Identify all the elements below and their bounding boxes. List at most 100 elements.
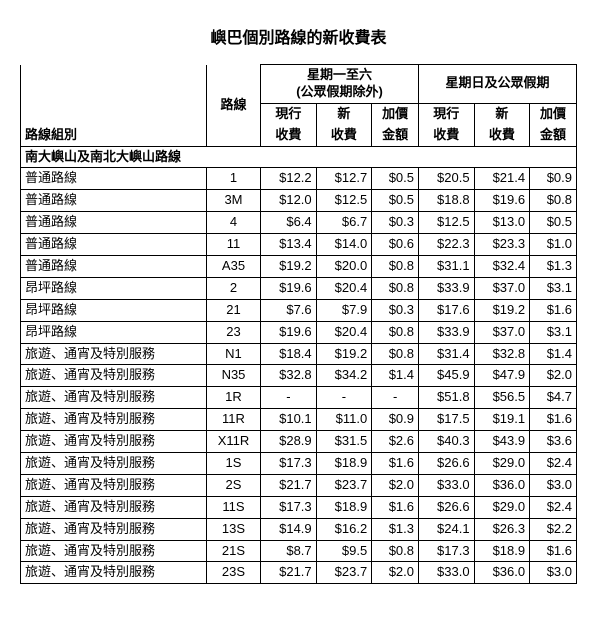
fare-cell: $19.6 xyxy=(261,277,317,299)
table-row: 普通路線4$6.4$6.7$0.3$12.5$13.0$0.5 xyxy=(21,212,577,234)
fare-cell: $3.1 xyxy=(530,277,577,299)
fare-cell: $0.8 xyxy=(372,277,419,299)
fare-cell: $36.0 xyxy=(474,474,530,496)
fare-cell: $1.4 xyxy=(530,343,577,365)
category-cell: 旅遊、通宵及特別服務 xyxy=(21,496,207,518)
category-cell: 旅遊、通宵及特別服務 xyxy=(21,409,207,431)
category-cell: 普通路線 xyxy=(21,212,207,234)
fare-cell: $3.6 xyxy=(530,431,577,453)
fare-cell: $2.4 xyxy=(530,496,577,518)
category-cell: 旅遊、通宵及特別服務 xyxy=(21,562,207,584)
category-cell: 普通路線 xyxy=(21,190,207,212)
fare-cell: $17.5 xyxy=(419,409,475,431)
fare-cell: $31.1 xyxy=(419,256,475,278)
table-row: 旅遊、通宵及特別服務X11R$28.9$31.5$2.6$40.3$43.9$3… xyxy=(21,431,577,453)
col-weekday-current-2: 收費 xyxy=(261,125,317,146)
table-row: 旅遊、通宵及特別服務21S$8.7$9.5$0.8$17.3$18.9$1.6 xyxy=(21,540,577,562)
fare-cell: $19.2 xyxy=(316,343,372,365)
table-row: 普通路線11$13.4$14.0$0.6$22.3$23.3$1.0 xyxy=(21,234,577,256)
col-weekday-diff: 加價 xyxy=(372,103,419,124)
fare-cell: $16.2 xyxy=(316,518,372,540)
category-cell: 旅遊、通宵及特別服務 xyxy=(21,540,207,562)
category-cell: 旅遊、通宵及特別服務 xyxy=(21,387,207,409)
route-cell: 1R xyxy=(206,387,260,409)
table-row: 旅遊、通宵及特別服務13S$14.9$16.2$1.3$24.1$26.3$2.… xyxy=(21,518,577,540)
category-cell: 昂坪路線 xyxy=(21,299,207,321)
weekday-label: 星期一至六 xyxy=(307,67,372,82)
col-route: 路線 xyxy=(206,65,260,147)
route-cell: 1S xyxy=(206,453,260,475)
fare-cell: $19.2 xyxy=(261,256,317,278)
category-cell: 旅遊、通宵及特別服務 xyxy=(21,474,207,496)
category-cell: 旅遊、通宵及特別服務 xyxy=(21,431,207,453)
route-cell: 2S xyxy=(206,474,260,496)
table-row: 旅遊、通宵及特別服務2S$21.7$23.7$2.0$33.0$36.0$3.0 xyxy=(21,474,577,496)
col-weekday-group: 星期一至六 (公眾假期除外) xyxy=(261,65,419,104)
fare-cell: $23.7 xyxy=(316,474,372,496)
category-cell: 昂坪路線 xyxy=(21,321,207,343)
fare-cell: $12.5 xyxy=(316,190,372,212)
category-cell: 普通路線 xyxy=(21,256,207,278)
fare-cell: $20.4 xyxy=(316,277,372,299)
fare-cell: $21.4 xyxy=(474,168,530,190)
fare-cell: $23.3 xyxy=(474,234,530,256)
fare-cell: $29.0 xyxy=(474,453,530,475)
fare-cell: $34.2 xyxy=(316,365,372,387)
fare-cell: $13.0 xyxy=(474,212,530,234)
fare-cell: $17.6 xyxy=(419,299,475,321)
category-cell: 旅遊、通宵及特別服務 xyxy=(21,518,207,540)
fare-cell: $22.3 xyxy=(419,234,475,256)
fare-cell: $19.2 xyxy=(474,299,530,321)
table-row: 旅遊、通宵及特別服務11S$17.3$18.9$1.6$26.6$29.0$2.… xyxy=(21,496,577,518)
fare-cell: $1.0 xyxy=(530,234,577,256)
route-cell: X11R xyxy=(206,431,260,453)
fare-cell: - xyxy=(316,387,372,409)
route-cell: 23 xyxy=(206,321,260,343)
route-cell: 11S xyxy=(206,496,260,518)
fare-table: 路線組別 路線 星期一至六 (公眾假期除外) 星期日及公眾假期 現行 新 加價 … xyxy=(20,64,577,584)
fare-cell: $1.6 xyxy=(530,540,577,562)
route-cell: 11 xyxy=(206,234,260,256)
fare-cell: $18.8 xyxy=(419,190,475,212)
table-row: 昂坪路線2$19.6$20.4$0.8$33.9$37.0$3.1 xyxy=(21,277,577,299)
fare-cell: $3.1 xyxy=(530,321,577,343)
fare-cell: $19.1 xyxy=(474,409,530,431)
col-weekday-new-2: 收費 xyxy=(316,125,372,146)
fare-cell: $28.9 xyxy=(261,431,317,453)
table-body: 南大嶼山及南北大嶼山路線 普通路線1$12.2$12.7$0.5$20.5$21… xyxy=(21,146,577,584)
fare-cell: $20.5 xyxy=(419,168,475,190)
fare-cell: $33.0 xyxy=(419,474,475,496)
fare-cell: $0.6 xyxy=(372,234,419,256)
fare-cell: $3.0 xyxy=(530,562,577,584)
fare-cell: $26.3 xyxy=(474,518,530,540)
fare-cell: $3.0 xyxy=(530,474,577,496)
fare-cell: $0.5 xyxy=(372,168,419,190)
fare-cell: $2.0 xyxy=(372,474,419,496)
route-cell: N35 xyxy=(206,365,260,387)
table-row: 普通路線3M$12.0$12.5$0.5$18.8$19.6$0.8 xyxy=(21,190,577,212)
route-cell: 21 xyxy=(206,299,260,321)
table-row: 旅遊、通宵及特別服務1S$17.3$18.9$1.6$26.6$29.0$2.4 xyxy=(21,453,577,475)
fare-cell: $8.7 xyxy=(261,540,317,562)
route-cell: 2 xyxy=(206,277,260,299)
fare-cell: $0.3 xyxy=(372,299,419,321)
fare-cell: $6.7 xyxy=(316,212,372,234)
fare-cell: $31.4 xyxy=(419,343,475,365)
fare-cell: $13.4 xyxy=(261,234,317,256)
fare-cell: $11.0 xyxy=(316,409,372,431)
fare-cell: $23.7 xyxy=(316,562,372,584)
fare-cell: $2.4 xyxy=(530,453,577,475)
col-holiday-diff-2: 金額 xyxy=(530,125,577,146)
fare-cell: $0.9 xyxy=(530,168,577,190)
fare-cell: $0.5 xyxy=(530,212,577,234)
fare-cell: $10.1 xyxy=(261,409,317,431)
fare-cell: $33.9 xyxy=(419,277,475,299)
fare-cell: $2.2 xyxy=(530,518,577,540)
page-title: 嶼巴個別路線的新收費表 xyxy=(20,24,577,48)
route-cell: 3M xyxy=(206,190,260,212)
fare-cell: $0.8 xyxy=(372,256,419,278)
fare-cell: $0.5 xyxy=(372,190,419,212)
fare-cell: $33.9 xyxy=(419,321,475,343)
section-label: 南大嶼山及南北大嶼山路線 xyxy=(21,146,577,168)
route-cell: 23S xyxy=(206,562,260,584)
